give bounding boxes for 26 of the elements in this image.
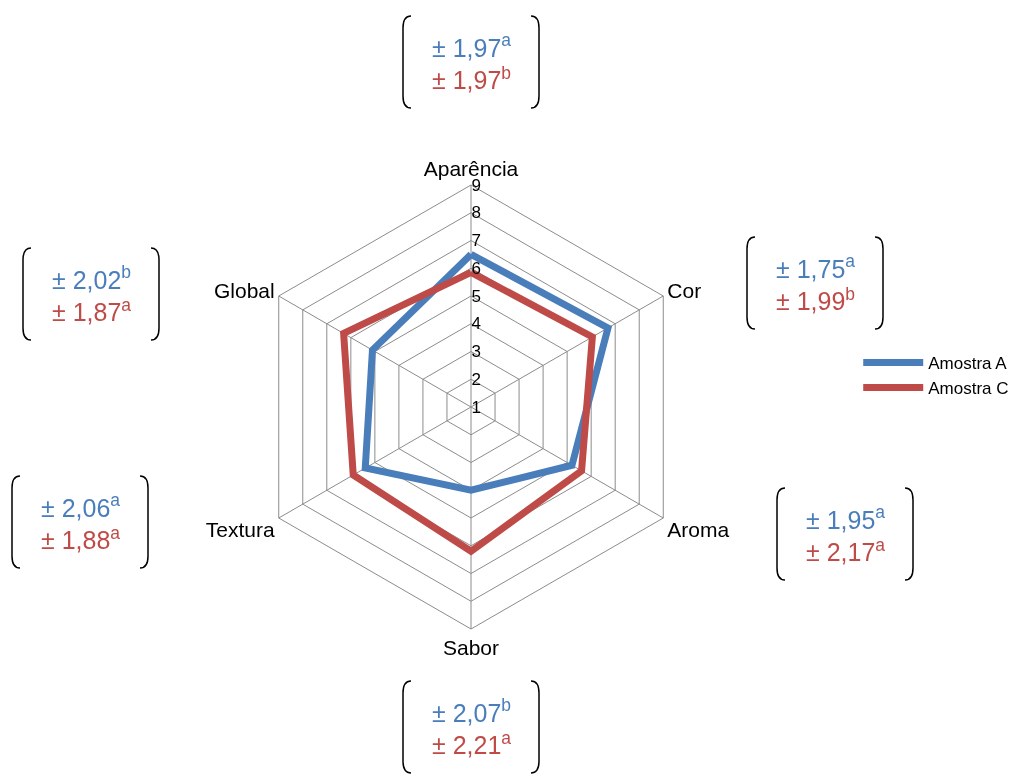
y-tick-label: 5 (471, 286, 481, 306)
text: ± 1,95$^{a}$ (806, 502, 886, 534)
text: ± 1,97$^{b}$ (432, 62, 512, 94)
text: ± 2,17$^{a}$ (806, 534, 886, 566)
text: ± 2,21$^{a}$ (432, 727, 512, 759)
y-tick-label: 1 (471, 397, 481, 417)
legend-label: Amostra C (928, 379, 1009, 399)
y-tick-label: 3 (471, 342, 481, 362)
spoke-label: Aroma (667, 518, 730, 542)
y-tick-label: 4 (471, 314, 481, 334)
text: ± 1,97$^{a}$ (432, 30, 512, 62)
legend-label: Amostra A (928, 354, 1008, 374)
text: ± 1,87$^{a}$ (52, 294, 132, 326)
text: ± 2,06$^{a}$ (41, 490, 121, 522)
text: ± 2,02$^{b}$ (52, 262, 132, 294)
spoke-label: Cor (667, 278, 702, 302)
y-tick-label: 8 (471, 203, 481, 223)
spoke-label: Textura (205, 518, 275, 542)
text: ± 1,99$^{b}$ (776, 283, 856, 315)
spoke-label: Global (213, 278, 275, 302)
spoke-label: Sabor (442, 635, 500, 659)
y-tick-label: 7 (471, 231, 481, 251)
y-tick-label: 2 (471, 369, 481, 389)
text: ± 2,07$^{b}$ (432, 695, 512, 727)
text: ± 1,88$^{a}$ (41, 522, 121, 554)
text: ± 1,75$^{a}$ (776, 251, 856, 283)
